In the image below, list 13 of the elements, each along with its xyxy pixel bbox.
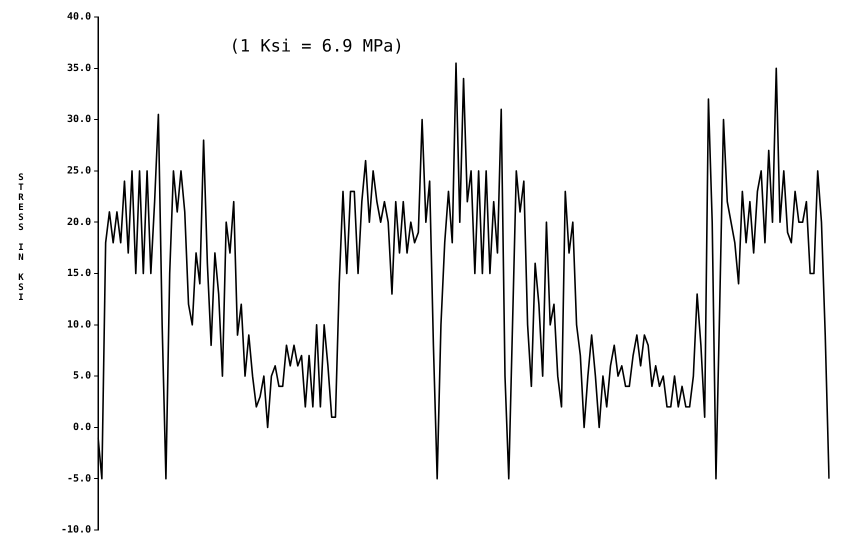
- y-tick-label: 10.0: [67, 319, 92, 330]
- text: STRESS IN KSI: [18, 173, 24, 303]
- y-tick-label: 0.0: [73, 422, 92, 433]
- annotation: (1 Ksi = 6.9 MPa): [230, 36, 404, 56]
- y-tick-label: 30.0: [67, 114, 92, 126]
- y-tick-label: 40.0: [67, 12, 92, 23]
- y-tick-label: -10.0: [60, 524, 92, 536]
- y-tick-label: 15.0: [67, 268, 92, 280]
- y-tick-label: 35.0: [67, 62, 92, 74]
- y-tick-label: 25.0: [67, 165, 92, 176]
- y-tick-label: 5.0: [73, 370, 92, 382]
- y-tick-label: -5.0: [67, 473, 92, 484]
- y-tick-label: 20.0: [67, 216, 92, 228]
